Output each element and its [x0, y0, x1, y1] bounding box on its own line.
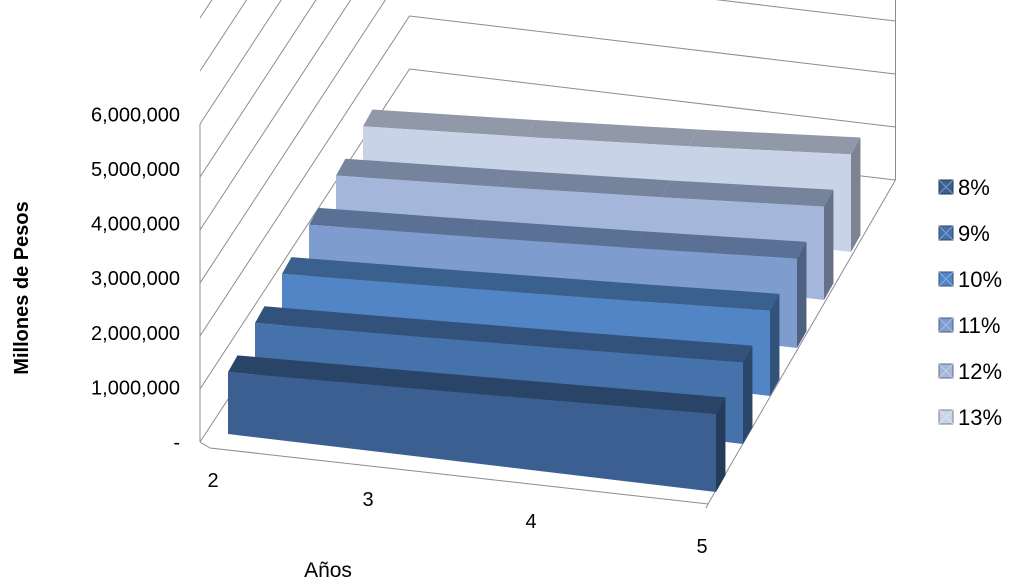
legend-item: 10%: [938, 267, 1002, 292]
legend-swatch-bevel: [938, 409, 954, 425]
legend-label: 8%: [958, 175, 990, 200]
gridline: [199, 0, 896, 284]
area-top-facet: [444, 269, 617, 300]
area-top-facet: [390, 369, 563, 401]
area-top-facet: [498, 170, 671, 198]
gridline: [199, 15, 896, 337]
legend-swatch-bevel: [938, 363, 954, 379]
area-end-face: [716, 397, 726, 492]
gridline: [199, 68, 896, 390]
legend-label: 10%: [958, 267, 1002, 292]
series-8%-area: [228, 355, 726, 492]
area-end-face: [851, 137, 861, 252]
legend-item: 9%: [938, 221, 990, 246]
area-top-facet: [471, 220, 644, 249]
area-top-facet: [634, 231, 807, 259]
y-tick-label: 3,000,000: [91, 268, 180, 290]
y-tick-label: 5,000,000: [91, 159, 180, 181]
gridline: [199, 0, 282, 125]
series-areas: [228, 109, 861, 492]
legend-item: 12%: [938, 359, 1002, 384]
y-tick-label: 1,000,000: [91, 377, 180, 399]
area-end-face: [824, 189, 834, 300]
area-top-facet: [309, 207, 482, 237]
legend-label: 13%: [958, 405, 1002, 430]
area-top-facet: [255, 306, 428, 337]
area-top-facet: [417, 319, 590, 350]
area-front-face: [228, 372, 716, 492]
legend-item: 13%: [938, 405, 1002, 430]
gridline: [199, 0, 352, 231]
y-tick-label: -: [173, 432, 180, 454]
legend-item: 11%: [938, 313, 1000, 338]
area-top-facet: [363, 109, 536, 137]
y-axis-title: Millones de Pesos: [11, 201, 33, 374]
area-top-facet: [228, 355, 401, 387]
x-tick-label: 4: [525, 511, 536, 533]
y-tick-label: 2,000,000: [91, 323, 180, 345]
gridline: [199, 0, 317, 178]
area-top-facet: [688, 129, 861, 155]
y-tick-label: 4,000,000: [91, 214, 180, 236]
area-end-face: [770, 293, 780, 396]
x-tick-label: 3: [362, 489, 373, 511]
legend-label: 11%: [958, 313, 1000, 338]
area-top-facet: [661, 180, 834, 207]
tick-labels: - 1,000,000 2,000,000 3,000,000 4,000,000 5,0…: [91, 104, 708, 558]
area-top-facet: [553, 383, 726, 415]
area-top-facet: [282, 257, 455, 287]
gridline: [199, 0, 248, 72]
legend-label: 9%: [958, 221, 990, 246]
legend-swatch-bevel: [938, 317, 954, 333]
x-tick-label: 5: [696, 536, 707, 558]
area-end-face: [797, 241, 807, 348]
legend-swatch-bevel: [938, 225, 954, 241]
x-tick-label: 2: [207, 470, 218, 492]
area-top-facet: [336, 158, 509, 187]
legend-swatch-bevel: [938, 271, 954, 287]
area-top-facet: [580, 333, 753, 363]
legend-item: 8%: [938, 175, 990, 200]
area-end-face: [743, 345, 753, 444]
y-tick-label: 6,000,000: [91, 104, 180, 126]
area-top-facet: [607, 282, 780, 311]
legend-label: 12%: [958, 359, 1002, 384]
area-top-facet: [525, 120, 698, 147]
floor-corner: [705, 503, 709, 509]
legend-swatch-bevel: [938, 179, 954, 195]
floor-outline: [199, 179, 896, 505]
legend: 8% 9% 10% 11% 12% 13%: [938, 175, 1002, 430]
x-axis-title: Años: [304, 559, 352, 582]
gridlines: [199, 0, 896, 509]
